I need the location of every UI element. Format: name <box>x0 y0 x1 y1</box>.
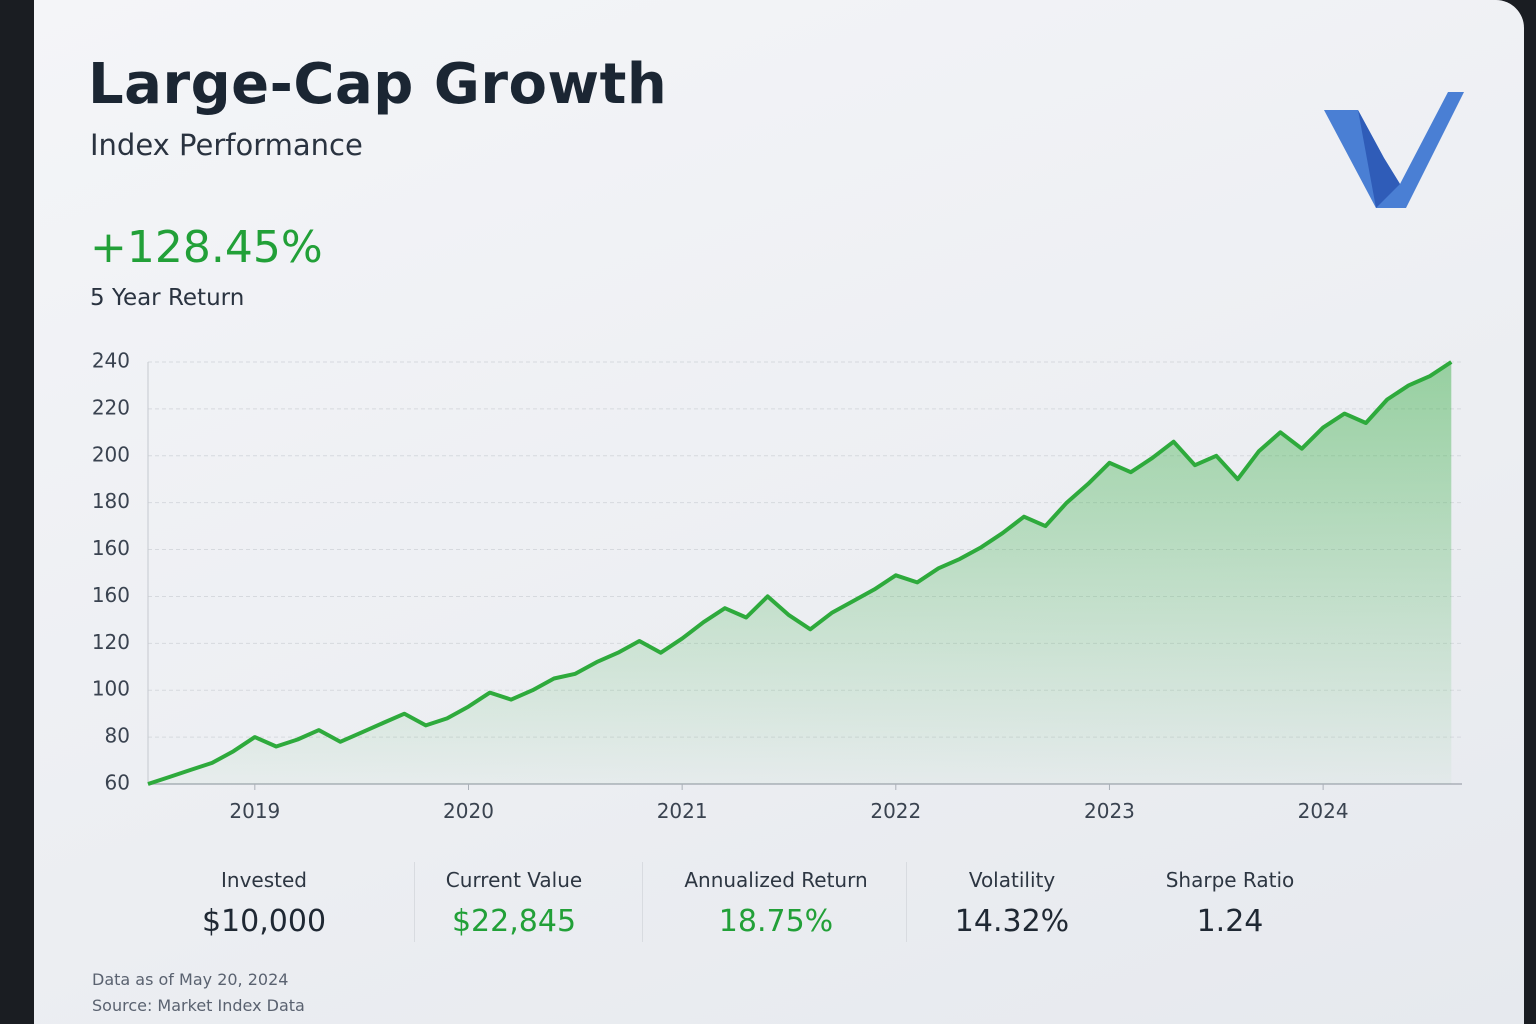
x-tick-label: 2022 <box>870 799 921 823</box>
x-tick-label: 2020 <box>443 799 494 823</box>
separator <box>414 862 415 942</box>
subtitle: Index Performance <box>90 128 363 162</box>
stat-value: 18.75% <box>718 904 834 939</box>
stat-sharpe: Sharpe Ratio 1.24 <box>1120 868 1340 939</box>
chart: 60 80 100 120 160 160 180 200 220 240 2019 2020 2021… <box>92 349 1462 823</box>
y-tick-label: 220 <box>92 395 130 419</box>
x-tick-label: 2024 <box>1298 799 1349 823</box>
stat-label: Volatility <box>968 868 1056 892</box>
y-tick-label: 240 <box>92 349 130 373</box>
separator <box>906 862 907 942</box>
separator <box>642 862 643 942</box>
dashboard-card: Large-Cap Growth Index Performance +128.… <box>34 0 1524 1024</box>
footer-date: Data as of May 20, 2024 <box>92 970 289 989</box>
stat-label: Sharpe Ratio <box>1165 868 1295 892</box>
x-tick-label: 2019 <box>229 799 280 823</box>
stat-label: Invested <box>221 868 307 892</box>
return-value: +128.45% <box>90 222 323 273</box>
stat-label: Annualized Return <box>684 868 868 892</box>
stat-label: Current Value <box>445 868 583 892</box>
stat-value: $22,845 <box>451 904 577 939</box>
logo-shade <box>1358 110 1400 208</box>
y-tick-label: 160 <box>92 536 130 560</box>
stat-value: $10,000 <box>201 904 327 939</box>
y-tick-label: 60 <box>105 771 130 795</box>
logo <box>1324 92 1464 208</box>
stat-current: Current Value $22,845 <box>404 868 624 939</box>
x-tick-label: 2021 <box>657 799 708 823</box>
y-tick-label: 80 <box>105 724 130 748</box>
footer-source: Source: Market Index Data <box>92 996 305 1015</box>
y-tick-label: 100 <box>92 677 130 701</box>
stat-value: 14.32% <box>954 904 1070 939</box>
y-tick-label: 120 <box>92 630 130 654</box>
area-fill <box>148 362 1452 784</box>
x-tick-label: 2023 <box>1084 799 1135 823</box>
logo-shape <box>1324 92 1464 208</box>
return-label: 5 Year Return <box>90 285 245 311</box>
y-tick-label: 200 <box>92 442 130 466</box>
y-tick-label: 160 <box>92 583 130 607</box>
stat-value: 1.24 <box>1196 904 1264 939</box>
stat-invested: Invested $10,000 <box>154 868 374 939</box>
y-tick-label: 180 <box>92 489 130 513</box>
stat-annualized: Annualized Return 18.75% <box>666 868 886 939</box>
line <box>147 360 1453 786</box>
title: Large-Cap Growth <box>88 52 668 117</box>
stat-volatility: Volatility 14.32% <box>902 868 1122 939</box>
